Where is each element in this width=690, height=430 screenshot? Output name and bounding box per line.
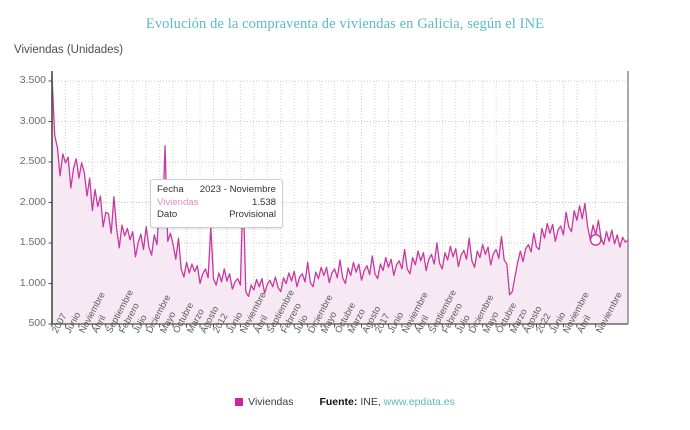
y-axis-tick-label: 2.500: [19, 155, 46, 167]
chart-footer: Viviendas Fuente: INE, www.epdata.es: [0, 396, 690, 408]
data-tooltip: Fecha 2023 - Noviembre Viviendas 1.538 D…: [150, 179, 283, 228]
source-note: Fuente: INE, www.epdata.es: [319, 396, 454, 408]
tooltip-row: Fecha 2023 - Noviembre: [157, 184, 276, 197]
y-axis-tick-label: 1.000: [19, 276, 46, 289]
source-org: INE,: [360, 396, 381, 408]
tooltip-value-viviendas: 1.538: [251, 196, 276, 208]
y-axis-tick-label: 2.000: [19, 195, 46, 208]
tooltip-key-fecha: Fecha: [157, 184, 184, 195]
legend-swatch-icon: [235, 398, 244, 406]
tooltip-row: Dato Provisional: [157, 209, 276, 222]
y-axis-tick-label: 500: [28, 317, 46, 329]
tooltip-value-fecha: 2023 - Noviembre: [199, 184, 276, 195]
tooltip-key-dato: Dato: [157, 209, 178, 220]
page-title: Evolución de la compraventa de viviendas…: [145, 16, 545, 32]
x-axis-tick-label: Noviembre: [593, 290, 624, 335]
y-axis-tick-label: 3.500: [19, 74, 46, 86]
y-axis-tick-label: 1.500: [19, 236, 46, 248]
tooltip-key-viviendas: Viviendas: [157, 196, 199, 208]
tooltip-value-dato: Provisional: [229, 209, 276, 220]
legend-label: Viviendas: [248, 396, 294, 408]
y-axis-tick-label: 3.000: [19, 114, 46, 127]
legend-item-viviendas[interactable]: Viviendas: [235, 396, 293, 408]
y-axis-unit-label: Viviendas (Unidades): [14, 44, 124, 56]
source-prefix: Fuente:: [319, 396, 358, 408]
tooltip-row: Viviendas 1.538: [157, 197, 276, 210]
source-link[interactable]: www.epdata.es: [383, 396, 455, 408]
